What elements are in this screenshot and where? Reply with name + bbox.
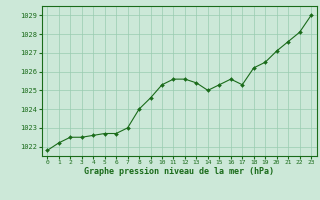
X-axis label: Graphe pression niveau de la mer (hPa): Graphe pression niveau de la mer (hPa) [84, 167, 274, 176]
